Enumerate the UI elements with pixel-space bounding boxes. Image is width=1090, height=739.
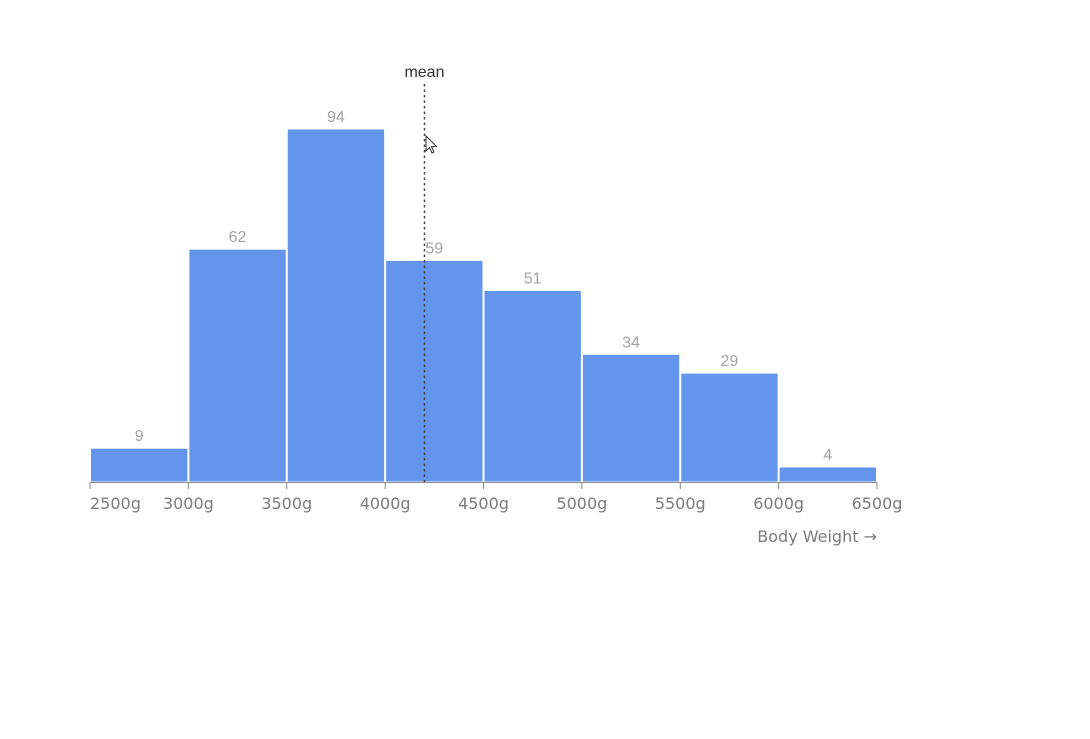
x-tick-label: 5500g xyxy=(655,494,706,513)
bar-labels-layer: 9 62 94 59 51 34 29 4 xyxy=(135,109,833,464)
bar-value-label: 59 xyxy=(425,240,443,257)
bar-value-label: 4 xyxy=(823,447,832,464)
x-tick-label: 3000g xyxy=(163,494,214,513)
x-axis: 2500g 3000g 3500g 4000g 4500g 5000g 5500g 6000g… xyxy=(89,482,903,513)
histogram-bar xyxy=(581,353,681,483)
bars-layer xyxy=(90,128,877,483)
histogram-bar xyxy=(286,128,386,483)
bar-value-label: 34 xyxy=(622,334,640,351)
bar-value-label: 9 xyxy=(135,428,144,445)
bar-value-label: 51 xyxy=(524,270,542,287)
x-tick-label: 5000g xyxy=(556,494,607,513)
histogram-bar xyxy=(385,259,484,483)
bar-value-label: 94 xyxy=(327,109,345,126)
histogram-bar xyxy=(90,447,189,483)
mean-marker: mean xyxy=(404,64,444,482)
x-tick-label: 4000g xyxy=(360,494,411,513)
x-tick-label: 6500g xyxy=(852,494,903,513)
mouse-cursor-icon xyxy=(425,134,438,154)
x-tick-label: 4500g xyxy=(458,494,509,513)
histogram-bar xyxy=(778,466,877,483)
histogram-bar xyxy=(188,248,287,483)
bar-value-label: 29 xyxy=(721,353,739,370)
histogram-bar xyxy=(483,289,582,483)
x-tick-label: 6000g xyxy=(753,494,804,513)
x-axis-title: Body Weight → xyxy=(757,527,877,546)
histogram-bar xyxy=(680,372,779,483)
bar-value-label: 62 xyxy=(229,229,247,246)
x-tick-label: 3500g xyxy=(261,494,312,513)
mean-label: mean xyxy=(404,64,444,81)
x-tick-label: 2500g xyxy=(90,494,141,513)
